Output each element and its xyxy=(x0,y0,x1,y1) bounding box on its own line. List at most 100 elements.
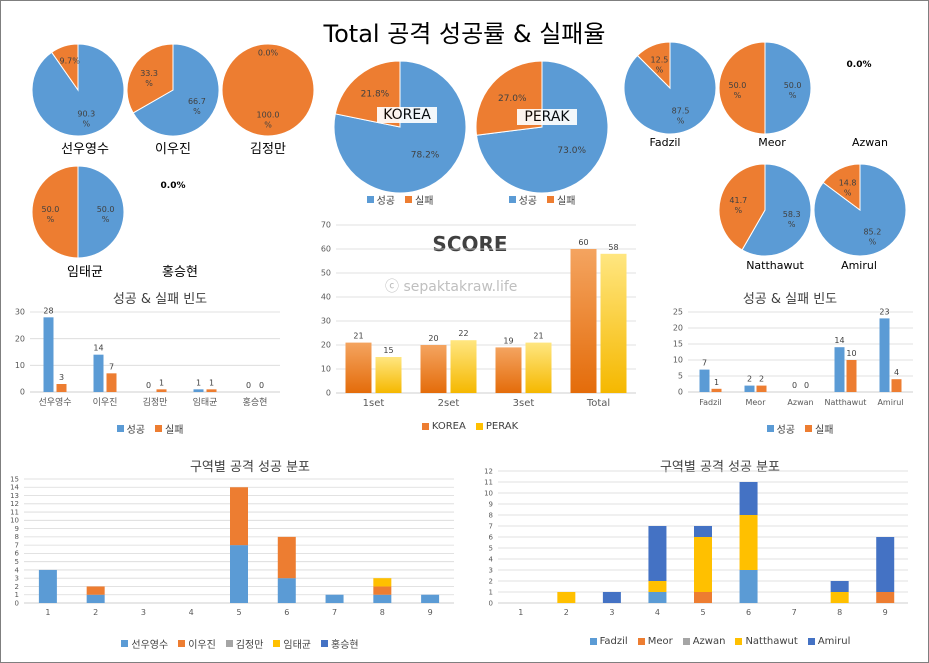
pie-korea-label-success: 78.2% xyxy=(411,151,440,161)
pie-lee-label-success: 66.7% xyxy=(188,97,206,116)
pie-meor-label-success: 50.0% xyxy=(784,81,802,100)
zone-left-xtick: 8 xyxy=(380,608,385,617)
zone-left-ytick: 10 xyxy=(10,517,19,525)
zone-right-bar xyxy=(648,592,667,603)
zone-right-bar xyxy=(694,537,712,592)
pie-fadzil-slice-fail xyxy=(636,41,671,90)
freq-left-ytick: 20 xyxy=(15,334,25,343)
pie-lee-slice-fail xyxy=(126,43,174,114)
pie-amirul-slice-fail xyxy=(822,163,861,211)
zone-right-bar xyxy=(739,515,758,570)
zone-left-ytick: 3 xyxy=(15,575,19,583)
freq-left-bar xyxy=(206,389,217,392)
score-ytick: 0 xyxy=(326,389,331,398)
zone-right-bar xyxy=(648,581,667,592)
pie-chart-lim: 50.0 % 50.0% xyxy=(31,165,125,259)
zone-left-ytick: 12 xyxy=(10,500,19,508)
pie-label-kim: 김정만 xyxy=(250,142,286,157)
freq-right-ytick: 0 xyxy=(678,388,683,397)
zone-left-bar xyxy=(373,578,392,587)
score-value-label: 22 xyxy=(458,329,468,338)
zone-left-xtick: 1 xyxy=(45,608,50,617)
legend-zone-right: Fadzil Meor Azwan Natthawut Amirul xyxy=(560,636,880,647)
zone-left-ytick: 7 xyxy=(15,541,19,549)
freq-left-value-label: 0 xyxy=(146,381,151,390)
page-title: Total 공격 성공률 & 실패율 xyxy=(323,20,606,48)
zone-right-bar xyxy=(648,526,667,581)
pie-seon-slice-fail xyxy=(50,43,79,92)
score-bar xyxy=(525,342,552,393)
zone-left-bar xyxy=(421,594,440,603)
freq-left-xtick: 홍승현 xyxy=(243,396,268,408)
pie-empty-hong: 0.0% xyxy=(160,181,186,191)
score-ytick: 30 xyxy=(321,317,331,326)
freq-left-value-label: 3 xyxy=(59,373,64,382)
score-value-label: 19 xyxy=(503,336,513,345)
zone-right-bar xyxy=(694,526,712,537)
freq-right-xtick: Meor xyxy=(745,398,766,407)
zone-left-ytick: 1 xyxy=(15,591,19,599)
zone-right-xtick: 2 xyxy=(564,608,569,617)
zone-right-ytick: 6 xyxy=(489,533,494,541)
freq-left-value-label: 0 xyxy=(259,381,264,390)
zone-left-bar xyxy=(86,594,105,603)
legend-score: KOREA PERAK xyxy=(360,421,580,432)
pie-amirul-label-fail: 14.8% xyxy=(839,178,857,197)
zone-left-bar xyxy=(230,545,248,603)
zone-left-xtick: 3 xyxy=(141,608,146,617)
zone-left-bar xyxy=(325,594,344,603)
score-xtick: 3set xyxy=(513,398,535,409)
freq-left-bar xyxy=(56,384,67,392)
freq-right-bar xyxy=(756,385,767,392)
zone-left-bar xyxy=(277,578,296,603)
pie-chart-meor: 50.0 % 50.0% xyxy=(718,41,812,135)
pie-label-meor: Meor xyxy=(758,136,786,149)
score-bar xyxy=(420,345,447,393)
pie-label-lee: 이우진 xyxy=(155,142,191,157)
pie-perak-label-fail: 27.0% xyxy=(498,94,527,104)
zone-right-ytick: 12 xyxy=(484,467,493,475)
zone-left-xtick: 6 xyxy=(284,608,289,617)
freq-right-value-label: 0 xyxy=(804,381,809,390)
pie-natthawut-label-success: 58.3% xyxy=(783,210,801,229)
zone-right-bar xyxy=(739,570,758,603)
zone-right-xtick: 9 xyxy=(883,608,888,617)
freq-right-value-label: 10 xyxy=(846,349,856,358)
score-bar xyxy=(495,347,522,393)
pie-chart-perak: 73.0% 27.0% xyxy=(475,60,609,194)
score-chart-title: SCORE xyxy=(432,232,508,256)
pie-lee-label-fail: 33.3% xyxy=(140,69,158,88)
score-value-label: 21 xyxy=(533,332,543,341)
zone-left-ytick: 15 xyxy=(10,475,19,483)
zone-left-ytick: 5 xyxy=(15,558,19,566)
zone-right-bar xyxy=(602,592,621,603)
pie-label-hong: 홍승현 xyxy=(162,265,198,280)
zone-left-xtick: 4 xyxy=(189,608,194,617)
pie-label-seon: 선우영수 xyxy=(61,142,109,157)
pie-chart-natthawut: 58.3 % 41.7% xyxy=(718,163,812,257)
pie-meor-slice-fail xyxy=(718,41,766,135)
zone-right-ytick: 9 xyxy=(489,500,493,508)
freq-left-bar xyxy=(193,389,204,392)
zone-right-ytick: 2 xyxy=(489,577,493,585)
score-value-label: 20 xyxy=(428,334,438,343)
zone-right-bar xyxy=(739,482,758,515)
zone-right-ytick: 7 xyxy=(489,522,493,530)
pie-chart-amirul: 85.2 % 14.8% xyxy=(813,163,907,257)
score-bar xyxy=(450,340,477,393)
zone-right-ytick: 4 xyxy=(489,555,494,563)
zone-left-ytick: 11 xyxy=(10,508,19,516)
pie-fadzil-label-success: 87.5% xyxy=(672,106,690,125)
pie-lim-label-success: 50.0% xyxy=(97,205,115,224)
score-ytick: 70 xyxy=(321,221,331,230)
zone-right-bar xyxy=(876,592,895,603)
zone-left-ytick: 14 xyxy=(10,484,19,492)
freq-left-ytick: 10 xyxy=(15,361,25,370)
freq-left-bar xyxy=(156,389,167,392)
pie-korea-slice-success xyxy=(333,60,467,194)
legend-perak: 성공 실패 xyxy=(482,192,602,207)
zone-left-xtick: 7 xyxy=(332,608,337,617)
zone-left-bar xyxy=(277,536,296,579)
freq-right-bar xyxy=(699,369,710,392)
